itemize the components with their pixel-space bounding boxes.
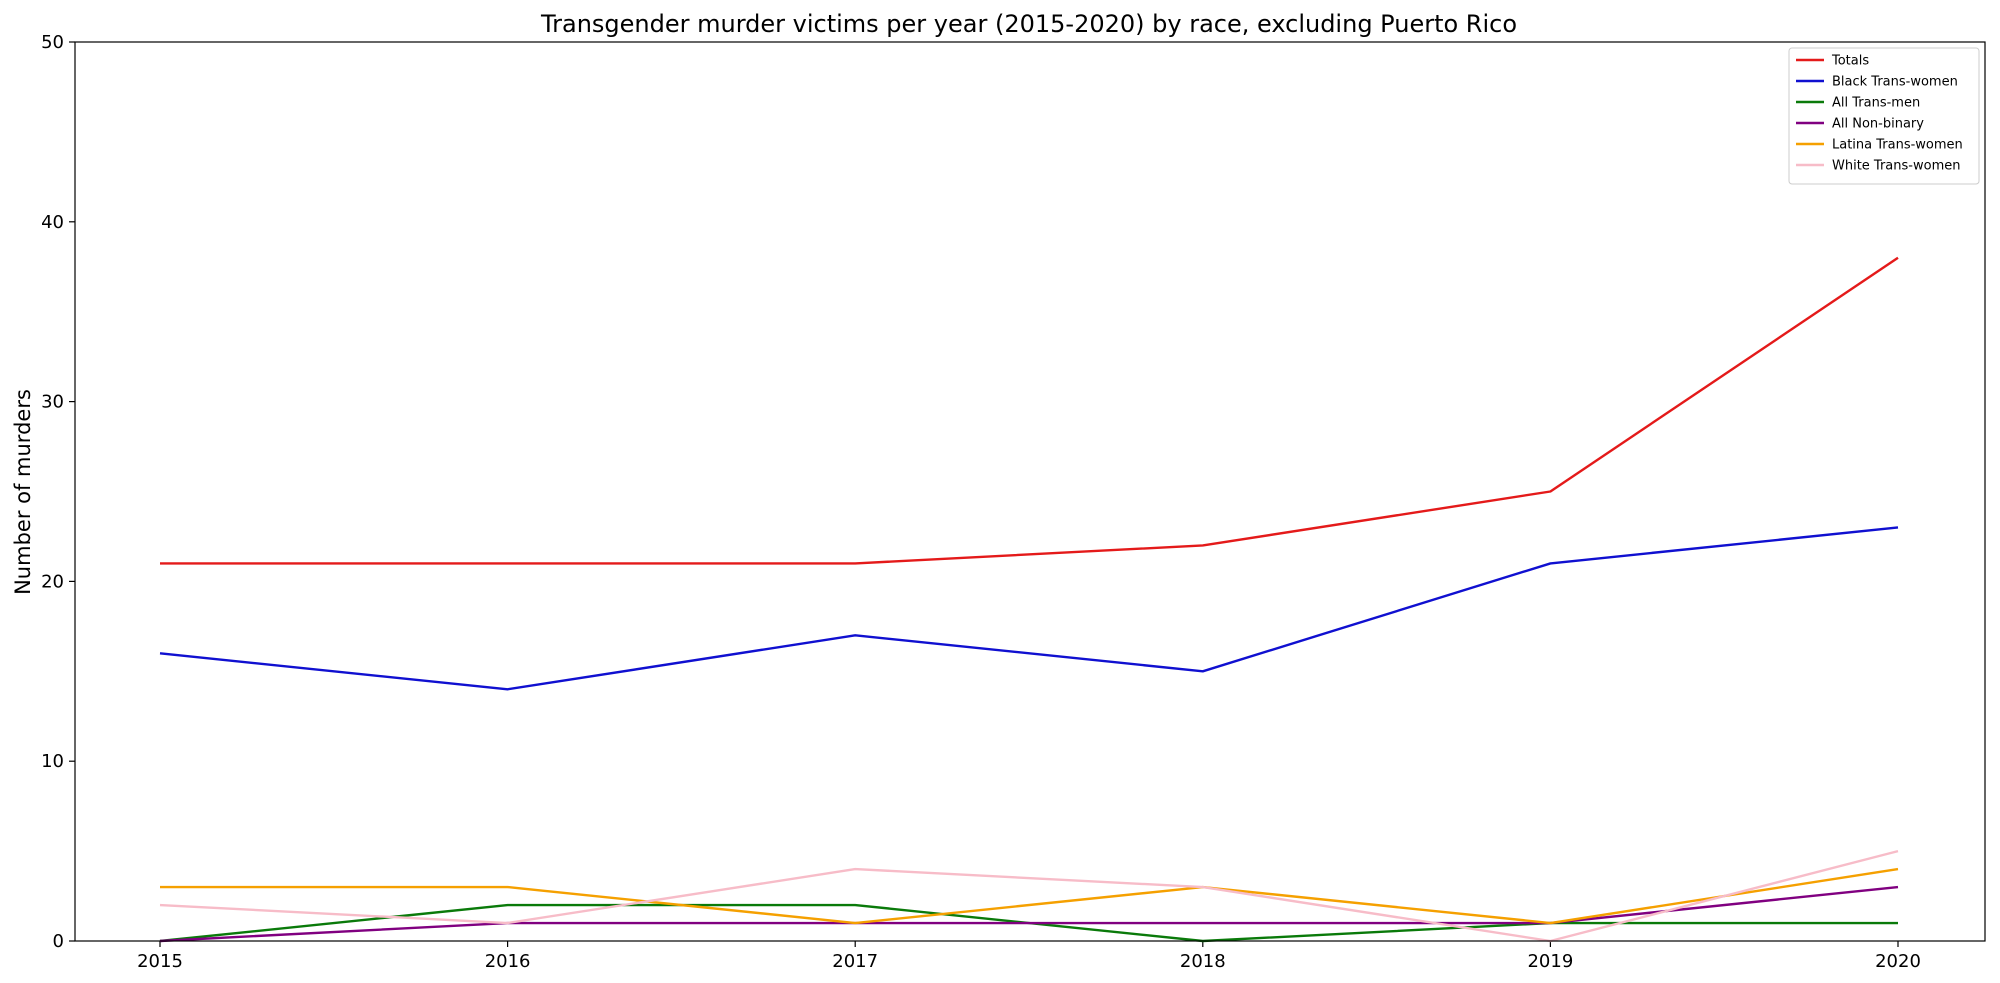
y-tick-label: 10 (41, 751, 64, 772)
plot-area: 2015 2016 2017 2018 2019 2020 0 10 20 30 40 50 (41, 32, 1921, 972)
plot-frame (74, 41, 1986, 942)
x-tick-label: 2017 (832, 951, 878, 972)
x-tick-label: 2015 (137, 951, 183, 972)
legend-label: All Trans-men (1832, 96, 1920, 111)
series-line-3 (159, 885, 1899, 943)
y-tick-label: 20 (41, 571, 64, 592)
y-tick-label: 40 (41, 212, 64, 233)
x-tick-label: 2018 (1180, 951, 1226, 972)
legend-label: Totals (1831, 54, 1869, 69)
legend: Totals Black Trans-women All Trans-men All … (1788, 47, 1980, 185)
y-tick-label: 50 (41, 32, 64, 53)
x-tick-label: 2016 (485, 951, 531, 972)
y-tick-label: 0 (53, 931, 64, 952)
legend-label: All Non-binary (1832, 117, 1924, 132)
x-tick-label: 2019 (1527, 951, 1573, 972)
legend-label: Black Trans-women (1832, 75, 1958, 90)
x-tick-label: 2020 (1875, 951, 1921, 972)
y-axis-label: Number of murders (11, 389, 35, 595)
legend-label: Latina Trans-women (1832, 138, 1963, 153)
legend-box (1788, 47, 1980, 185)
legend-label: White Trans-women (1832, 159, 1960, 174)
chart-title: Transgender murder victims per year (201… (540, 10, 1517, 38)
series-line-0 (160, 256, 1899, 565)
series-line-4 (160, 867, 1899, 925)
y-tick-label: 30 (41, 392, 64, 413)
series-line-1 (159, 526, 1899, 691)
series-line-5 (159, 849, 1899, 943)
